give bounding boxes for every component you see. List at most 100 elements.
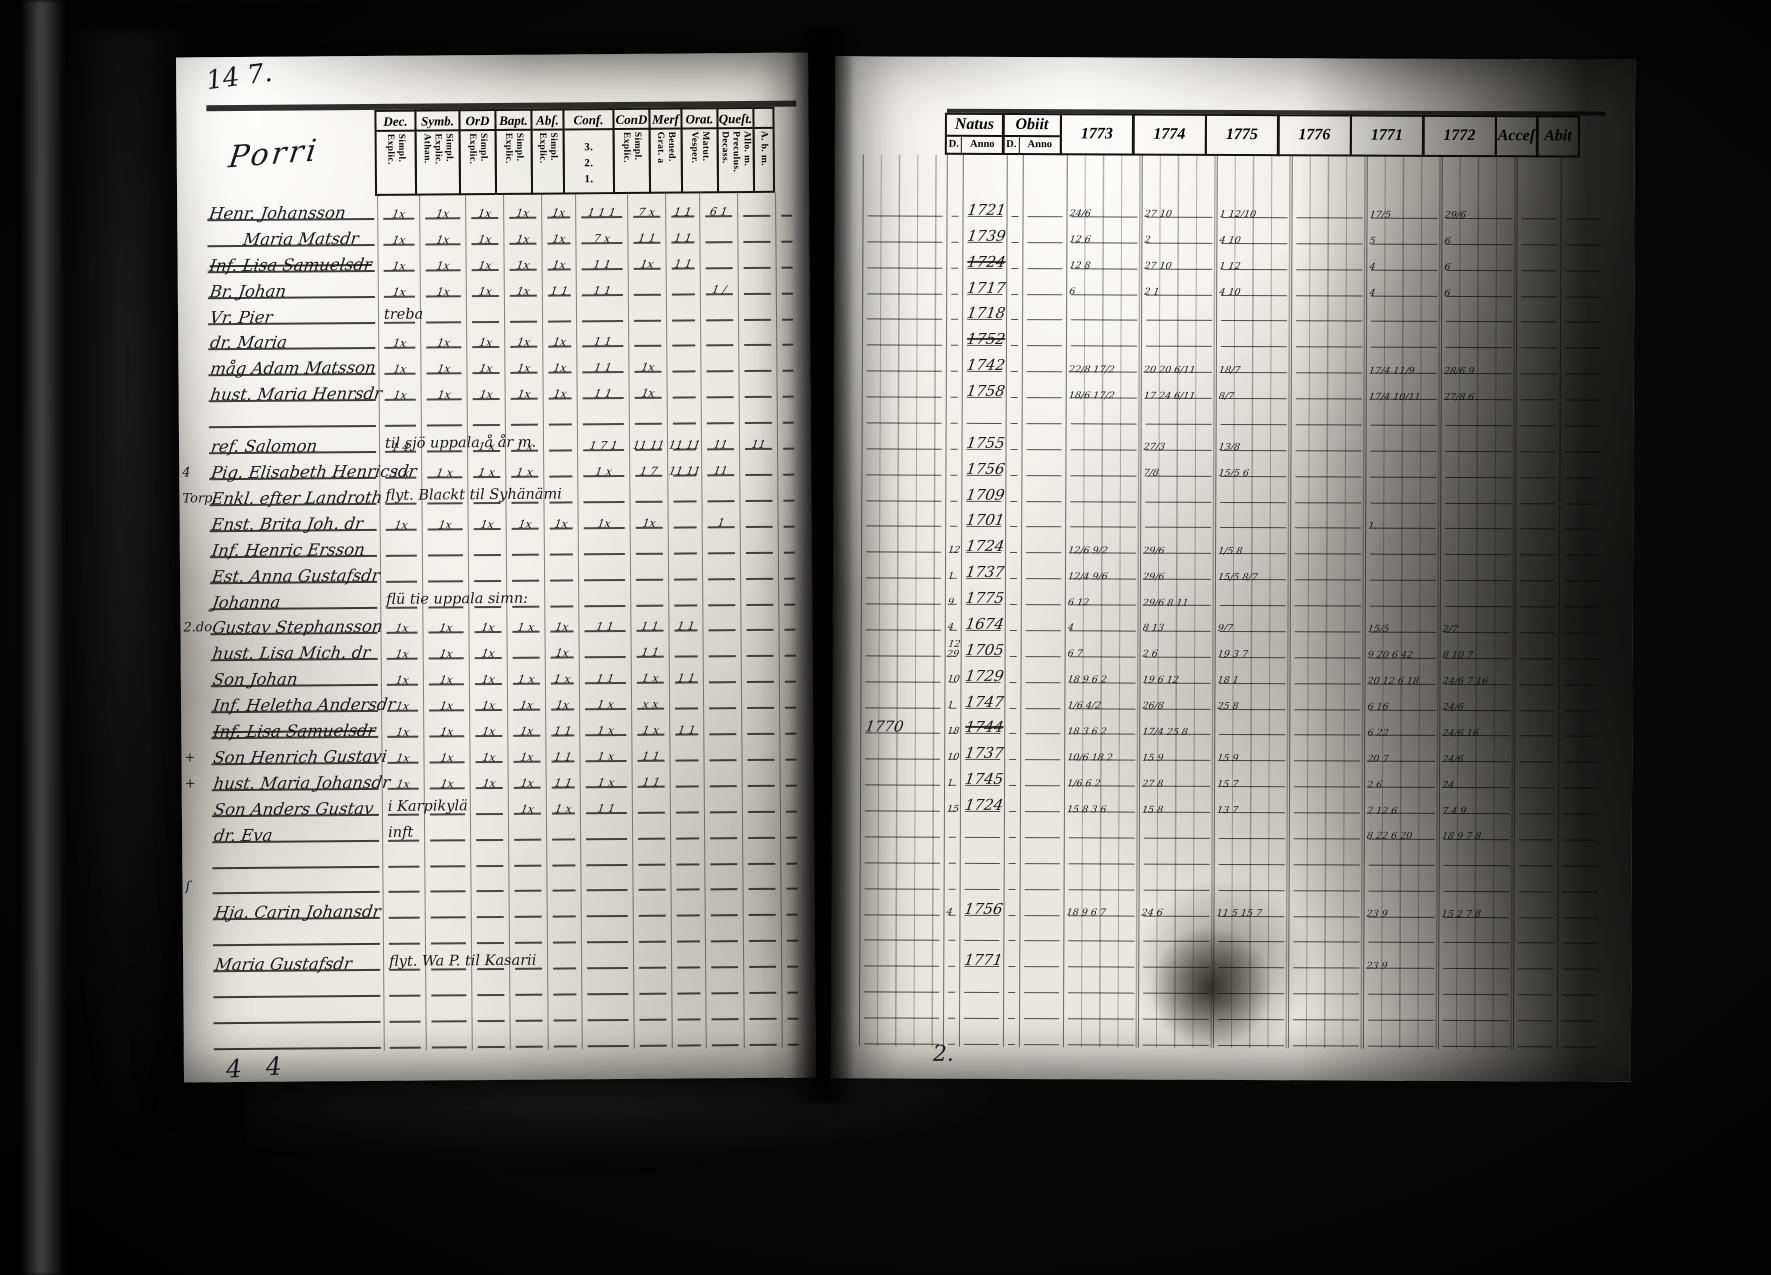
communion-dates: 24/6: [1441, 702, 1465, 713]
record-cell: [862, 154, 947, 193]
record-cell: [946, 192, 963, 219]
record-cell: [1005, 374, 1022, 401]
mark-cell: [629, 530, 668, 557]
communion-dates: 8 13: [1142, 623, 1165, 634]
record-cell: [1019, 969, 1064, 996]
communion-dates: 15 9: [1141, 753, 1165, 764]
record-cell: [1288, 996, 1364, 1023]
record-cell: [1289, 685, 1365, 713]
record-cell: [946, 244, 963, 271]
mark-cell: [546, 842, 581, 869]
record-cell: 1775: [960, 580, 1005, 608]
record-cell: [1063, 866, 1139, 893]
communion-dates: 29/6: [1142, 572, 1166, 583]
record-cell: [1215, 400, 1291, 428]
table-row: 1756 7/8 15/5 6: [861, 451, 1604, 481]
record-cell: [1019, 917, 1064, 944]
communion-dates: 20 20 6/11: [1143, 365, 1197, 376]
record-cell: 12/4 9/6: [1064, 555, 1141, 582]
record-cell: [1516, 246, 1561, 274]
communion-mark: 1x: [596, 516, 612, 530]
natus-day: 1: [946, 700, 955, 711]
table-row: 1709: [861, 477, 1604, 507]
mark-cell: 1x: [420, 376, 467, 403]
table-row: 1 1745 1/6 6 2 27 8 15 7 2 6 24: [860, 761, 1603, 791]
record-cell: [1515, 324, 1561, 351]
record-cell: [1138, 995, 1214, 1022]
communion-mark: 1: [716, 515, 726, 530]
record-cell: [1560, 221, 1605, 248]
mark-cell: 1x: [469, 738, 508, 766]
mark-cell: [509, 997, 548, 1024]
mark-cell: [670, 841, 705, 868]
mark-cell: [633, 970, 672, 998]
column-header-1776: 1776: [1276, 114, 1352, 157]
communion-mark: 1x: [551, 258, 567, 272]
record-cell: 1724: [961, 529, 1006, 556]
natus-year: 1701: [964, 511, 1006, 530]
table-row: 1742 22/8 17/2 20 20 6/11 18/7 17/4 11/9 28/6…: [861, 347, 1604, 377]
communion-mark: 1x: [395, 751, 411, 765]
record-cell: [945, 477, 962, 504]
mark-cell: [508, 868, 547, 895]
natus-year: 1771: [962, 951, 1004, 970]
binding-gutter-shadow: [790, 28, 852, 1103]
natus-day: 1: [947, 571, 955, 581]
mark-cell: [579, 815, 633, 843]
person-name: hust. Maria Henrsdr: [209, 384, 384, 405]
mark-cell: [631, 789, 670, 816]
record-cell: [945, 347, 962, 374]
record-cell: [1003, 891, 1020, 918]
mark-cell: [508, 919, 547, 947]
record-cell: 2 12 6: [1363, 789, 1440, 816]
record-cell: [861, 502, 946, 530]
mark-cell: 1x: [468, 635, 507, 662]
communion-dates: 6: [1443, 237, 1452, 247]
record-cell: [1022, 270, 1067, 297]
mark-cell: [577, 478, 630, 506]
record-cell: 7 4 9: [1438, 790, 1515, 817]
mark-cell: 1x: [465, 220, 504, 248]
subheader-text: Vesper.: [689, 131, 700, 164]
mark-cell: 1 x: [545, 790, 580, 817]
communion-dates: 6 16: [1366, 702, 1390, 713]
record-cell: [1364, 556, 1441, 584]
name-cell: Hja. Carin Johansdr: [213, 895, 383, 922]
record-cell: [1291, 271, 1367, 299]
natus-year: 1752: [965, 330, 1007, 349]
mark-cell: [704, 840, 743, 867]
mark-cell: [743, 995, 782, 1023]
mark-cell: [740, 581, 779, 608]
record-cell: [943, 994, 960, 1021]
record-cell: [1021, 400, 1066, 427]
mark-cell: 1x: [377, 195, 420, 222]
table-row: 12 1724 12/6 9/2 29/6 1/5 8: [861, 528, 1604, 558]
record-cell: [959, 994, 1004, 1022]
record-cell: [1138, 866, 1214, 893]
record-cell: [860, 761, 945, 788]
record-cell: 1756: [959, 891, 1004, 918]
record-cell: 18/6 17/2: [1065, 374, 1141, 401]
mark-cell: [378, 402, 421, 430]
mark-cell: 1 1: [630, 634, 669, 661]
communion-dates: 15/5 6: [1217, 469, 1250, 479]
column-header-1771: 1771: [1349, 114, 1425, 157]
record-cell: [1289, 659, 1365, 687]
record-cell: [1514, 712, 1559, 739]
natus-year: 1744: [964, 718, 1005, 737]
mark-cell: 1x: [468, 661, 507, 688]
communion-dates: 2/7: [1442, 625, 1459, 636]
mark-cell: 1x: [503, 220, 542, 247]
mark-cell: [507, 816, 547, 843]
record-cell: [859, 787, 945, 814]
column-subheader: Decass. Preculus. Allo. m.: [719, 129, 753, 191]
mark-cell: [580, 945, 634, 972]
communion-mark: 1x: [515, 206, 531, 220]
communion-mark: 1x: [515, 258, 531, 272]
communion-dates: 17/4 11/9: [1368, 366, 1416, 377]
record-cell: [1363, 970, 1439, 998]
record-cell: [1021, 503, 1066, 530]
record-cell: [1290, 452, 1366, 480]
record-cell: [860, 606, 945, 633]
communion-mark: 1 1: [676, 671, 697, 685]
